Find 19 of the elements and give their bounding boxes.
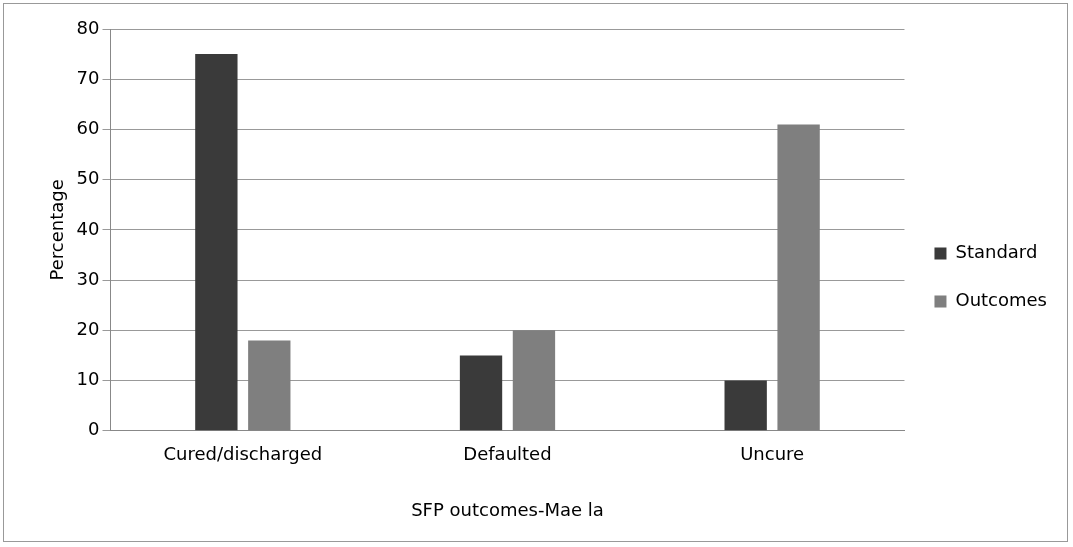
y-axis-title: Percentage (46, 179, 68, 281)
legend-label: Standard (955, 241, 1038, 263)
x-axis-title: SFP outcomes-Mae la (411, 498, 604, 520)
y-tick-label: 0 (88, 418, 100, 440)
y-tick-label: 60 (76, 117, 100, 139)
bar (459, 355, 503, 431)
legend-label: Outcomes (955, 289, 1047, 311)
y-tick-label: 50 (76, 167, 100, 189)
x-tick-label: Uncure (740, 443, 805, 465)
y-tick-label: 10 (76, 368, 100, 390)
y-tick-label: 30 (76, 267, 100, 289)
x-tick-label: Cured/discharged (163, 443, 323, 465)
bar (724, 380, 767, 431)
y-tick-label: 80 (76, 16, 100, 38)
y-tick-label: 70 (76, 66, 100, 88)
y-tick-label: 40 (76, 217, 100, 239)
x-tick-label: Defaulted (463, 443, 552, 465)
y-tick-label: 20 (76, 318, 100, 340)
bar (195, 54, 238, 431)
